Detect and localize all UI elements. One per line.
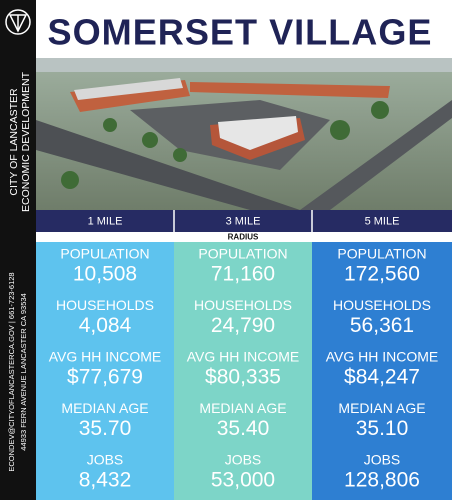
stat-value: 8,432 bbox=[79, 469, 132, 492]
stat-label: POPULATION bbox=[337, 246, 426, 262]
stat-value: $84,247 bbox=[344, 366, 420, 389]
aerial-photo bbox=[36, 58, 452, 210]
stat-value: 128,806 bbox=[344, 469, 420, 492]
stat-value: 53,000 bbox=[211, 469, 275, 492]
stat-label: MEDIAN AGE bbox=[199, 400, 286, 416]
contact: ECONDEV@CITYOFLANCASTERCA.GOV | 661-723-… bbox=[7, 272, 16, 471]
column-bg bbox=[174, 232, 312, 500]
org-name: CITY OF LANCASTER bbox=[8, 88, 20, 196]
stat-value: $77,679 bbox=[67, 366, 143, 389]
stat-value: 24,790 bbox=[211, 314, 275, 337]
stat-label: POPULATION bbox=[198, 246, 287, 262]
stat-label: HOUSEHOLDS bbox=[333, 297, 431, 313]
radius-heading: 1 MILE bbox=[88, 215, 123, 227]
stat-value: 71,160 bbox=[211, 263, 275, 286]
stat-value: 35.70 bbox=[79, 417, 132, 440]
stat-value: 35.40 bbox=[217, 417, 270, 440]
title: SOMERSET VILLAGE bbox=[48, 12, 433, 53]
radius-band bbox=[36, 232, 452, 242]
radius-header bbox=[36, 210, 452, 232]
radius-label: RADIUS bbox=[228, 233, 259, 242]
stat-value: 172,560 bbox=[344, 263, 420, 286]
radius-heading: 3 MILE bbox=[226, 215, 261, 227]
stat-label: AVG HH INCOME bbox=[187, 349, 300, 365]
contact: 44933 FERN AVENUE LANCASTER CA 93534 bbox=[19, 293, 28, 450]
column-bg bbox=[312, 232, 452, 500]
org-name: ECONOMIC DEVELOPMENT bbox=[20, 71, 32, 212]
stat-value: 10,508 bbox=[73, 263, 137, 286]
stat-value: 4,084 bbox=[79, 314, 132, 337]
sidebar bbox=[0, 0, 36, 500]
stat-label: AVG HH INCOME bbox=[49, 349, 162, 365]
stat-value: $80,335 bbox=[205, 366, 281, 389]
stat-label: JOBS bbox=[225, 452, 262, 468]
stat-label: MEDIAN AGE bbox=[338, 400, 425, 416]
stat-label: HOUSEHOLDS bbox=[194, 297, 292, 313]
title-bar bbox=[36, 8, 446, 58]
stat-value: 35.10 bbox=[356, 417, 409, 440]
stat-label: HOUSEHOLDS bbox=[56, 297, 154, 313]
radius-heading: 5 MILE bbox=[365, 215, 400, 227]
stat-value: 56,361 bbox=[350, 314, 414, 337]
stat-label: AVG HH INCOME bbox=[326, 349, 439, 365]
column-bg bbox=[36, 232, 174, 500]
stat-label: JOBS bbox=[87, 452, 124, 468]
stat-label: POPULATION bbox=[60, 246, 149, 262]
logo bbox=[5, 9, 31, 35]
stat-label: MEDIAN AGE bbox=[61, 400, 148, 416]
stat-label: JOBS bbox=[364, 452, 401, 468]
